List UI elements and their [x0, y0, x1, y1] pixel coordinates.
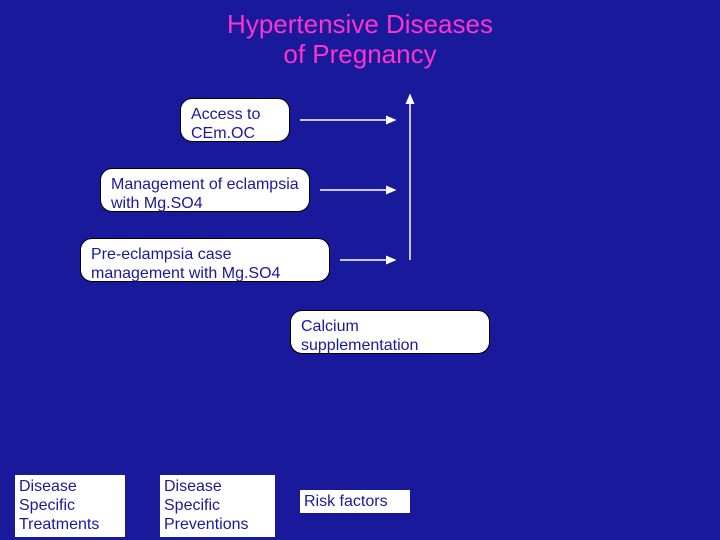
label-disease-specific-preventions: Disease Specific Preventions	[160, 475, 275, 537]
label-treat-l2: Specific	[19, 497, 75, 514]
box-preecl-text: Pre-eclampsia case management with Mg.SO…	[91, 246, 280, 282]
box-calcium-text: Calcium supplementation	[301, 318, 418, 354]
label-treat-l3: Treatments	[19, 516, 99, 533]
page-title: Hypertensive Diseases of Pregnancy	[0, 10, 720, 70]
box-preeclampsia-case: Pre-eclampsia case management with Mg.SO…	[80, 238, 330, 282]
label-prev-l2: Specific	[164, 497, 220, 514]
title-line-2: of Pregnancy	[283, 39, 436, 69]
label-prev-l3: Preventions	[164, 516, 249, 533]
label-prev-l1: Disease	[164, 478, 222, 495]
label-risk-text: Risk factors	[304, 493, 388, 510]
box-mgmt-text: Management of eclampsia with Mg.SO4	[111, 176, 299, 212]
label-disease-specific-treatments: Disease Specific Treatments	[15, 475, 125, 537]
box-access-text: Access to CEm.OC	[191, 106, 260, 142]
box-management-eclampsia: Management of eclampsia with Mg.SO4	[100, 168, 310, 212]
box-calcium-supplementation: Calcium supplementation	[290, 310, 490, 354]
title-line-1: Hypertensive Diseases	[227, 9, 493, 39]
label-treat-l1: Disease	[19, 478, 77, 495]
box-access-cemoc: Access to CEm.OC	[180, 98, 290, 142]
label-risk-factors: Risk factors	[300, 490, 410, 513]
